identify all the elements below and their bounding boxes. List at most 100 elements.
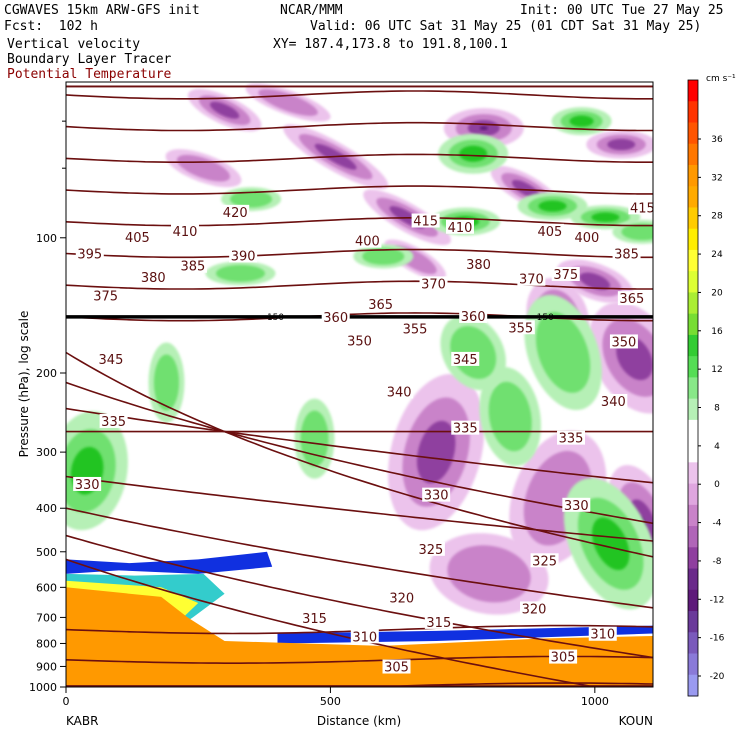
theta-label-bg bbox=[549, 649, 578, 664]
theta-label: 345 bbox=[453, 353, 478, 368]
colorbar-label: 36 bbox=[711, 135, 723, 145]
theta-label-bg bbox=[424, 614, 453, 629]
field-label-tracer: Boundary Layer Tracer bbox=[7, 52, 172, 67]
velocity-cell bbox=[300, 410, 329, 467]
x-tick-label: 500 bbox=[320, 695, 341, 708]
colorbar-label: -12 bbox=[710, 595, 725, 605]
theta-label: 355 bbox=[508, 321, 533, 336]
theta-label-bg bbox=[572, 229, 601, 244]
theta-label-bg bbox=[178, 258, 207, 273]
theta-label-bg bbox=[451, 420, 480, 435]
y-tick-label: 900 bbox=[36, 660, 57, 673]
theta-label: 410 bbox=[448, 221, 473, 236]
theta-label: 330 bbox=[564, 499, 589, 514]
colorbar-units: cm s⁻¹ bbox=[706, 74, 736, 84]
y-tick-label: 600 bbox=[36, 581, 57, 594]
theta-label-bg bbox=[422, 487, 451, 502]
theta-label: 370 bbox=[421, 277, 446, 292]
field-label-vertical-velocity: Vertical velocity bbox=[7, 37, 141, 52]
theta-label-bg bbox=[366, 296, 395, 311]
theta-label: 335 bbox=[559, 432, 584, 447]
theta-label-bg bbox=[535, 223, 564, 238]
theta-label-bg bbox=[221, 204, 250, 219]
theta-label: 365 bbox=[368, 298, 393, 313]
colorbar-swatch bbox=[688, 589, 698, 612]
theta-label: 415 bbox=[413, 215, 438, 230]
theta-label: 355 bbox=[403, 322, 428, 337]
valid-time: Valid: 06 UTC Sat 31 May 25 (01 CDT Sat … bbox=[310, 19, 702, 34]
colorbar-swatch bbox=[688, 249, 698, 272]
x-tick-label: 1000 bbox=[581, 695, 609, 708]
colorbar-swatch bbox=[688, 164, 698, 187]
y-axis: 100 200 300 400 500 600 700 800 900 1000 bbox=[29, 120, 66, 694]
velocity-cell bbox=[535, 312, 591, 393]
x-endpoint-end: KOUN bbox=[619, 714, 653, 728]
velocity-cell bbox=[416, 420, 456, 484]
velocity-cell bbox=[479, 126, 488, 131]
theta-label-bg bbox=[530, 553, 559, 568]
theta-label-bg bbox=[612, 246, 641, 261]
x-axis-label: Distance (km) bbox=[317, 714, 401, 728]
theta-label: 330 bbox=[424, 489, 449, 504]
theta-label-bg bbox=[99, 413, 128, 428]
colorbar-label: 28 bbox=[711, 212, 723, 222]
velocity-cell bbox=[230, 190, 273, 208]
colorbar-swatch bbox=[688, 632, 698, 655]
colorbar-label: 12 bbox=[711, 365, 722, 375]
theta-label: 370 bbox=[519, 273, 544, 288]
y-tick-label: 1000 bbox=[29, 681, 57, 694]
theta-label-bg bbox=[628, 200, 653, 215]
y-tick-label: 100 bbox=[36, 232, 57, 245]
theta-label-bg bbox=[170, 223, 199, 238]
theta-label-bg bbox=[382, 659, 411, 674]
theta-isentrope bbox=[66, 682, 653, 687]
x-axis: 0 500 1000 bbox=[63, 687, 609, 708]
theta-label-bg bbox=[451, 351, 480, 366]
theta-label: 395 bbox=[77, 248, 102, 263]
y-tick-label: 300 bbox=[36, 446, 57, 459]
tropopause-label: 150 bbox=[537, 313, 554, 323]
colorbar: 36 32 28 24 20 16 12 8 4 0 -4 -8 -12 -16 -20 bbox=[687, 79, 725, 697]
theta-label: 385 bbox=[181, 260, 206, 275]
vertical-velocity-field bbox=[66, 83, 653, 615]
x-tick-label: 0 bbox=[63, 695, 70, 708]
theta-isentrope bbox=[66, 217, 653, 227]
theta-label-bg bbox=[401, 321, 430, 336]
velocity-cell bbox=[153, 354, 180, 411]
velocity-cell bbox=[591, 517, 630, 571]
velocity-cell bbox=[488, 381, 532, 452]
theta-label: 360 bbox=[461, 310, 486, 325]
boundary-layer-tracer-field bbox=[66, 551, 653, 687]
theta-label: 375 bbox=[93, 289, 118, 304]
theta-label: 380 bbox=[141, 271, 166, 286]
theta-label: 315 bbox=[302, 612, 327, 627]
theta-label-bg bbox=[459, 308, 488, 323]
plot-area: 150 150 420 415 415 410 410 405 405 400 400 395 39… bbox=[66, 82, 653, 687]
theta-isentrope bbox=[66, 280, 653, 290]
theta-isentrope bbox=[66, 351, 653, 558]
theta-label: 305 bbox=[384, 661, 409, 676]
colorbar-label: -4 bbox=[713, 519, 722, 529]
colorbar-swatch bbox=[688, 398, 698, 421]
theta-label: 405 bbox=[537, 225, 562, 240]
colorbar-swatch bbox=[688, 292, 698, 315]
colorbar-swatch bbox=[688, 101, 698, 123]
theta-isentrope bbox=[66, 381, 653, 525]
colorbar-swatch bbox=[688, 462, 698, 485]
colorbar-swatch bbox=[688, 80, 698, 102]
y-tick-label: 200 bbox=[36, 367, 57, 380]
theta-label-bg bbox=[385, 384, 414, 399]
velocity-cell bbox=[621, 223, 653, 241]
y-tick-label: 800 bbox=[36, 637, 57, 650]
theta-label-bg bbox=[345, 333, 374, 348]
colorbar-label: -8 bbox=[713, 557, 722, 567]
xy-coordinates: XY= 187.4,173.8 to 191.8,100.1 bbox=[273, 37, 508, 52]
velocity-cell bbox=[607, 138, 636, 151]
tracer-orange bbox=[66, 587, 653, 687]
theta-label-bg bbox=[617, 291, 646, 306]
theta-label-bg bbox=[506, 320, 535, 335]
theta-label-bg bbox=[96, 351, 125, 366]
colorbar-swatch bbox=[688, 334, 698, 357]
velocity-cell bbox=[362, 247, 405, 265]
